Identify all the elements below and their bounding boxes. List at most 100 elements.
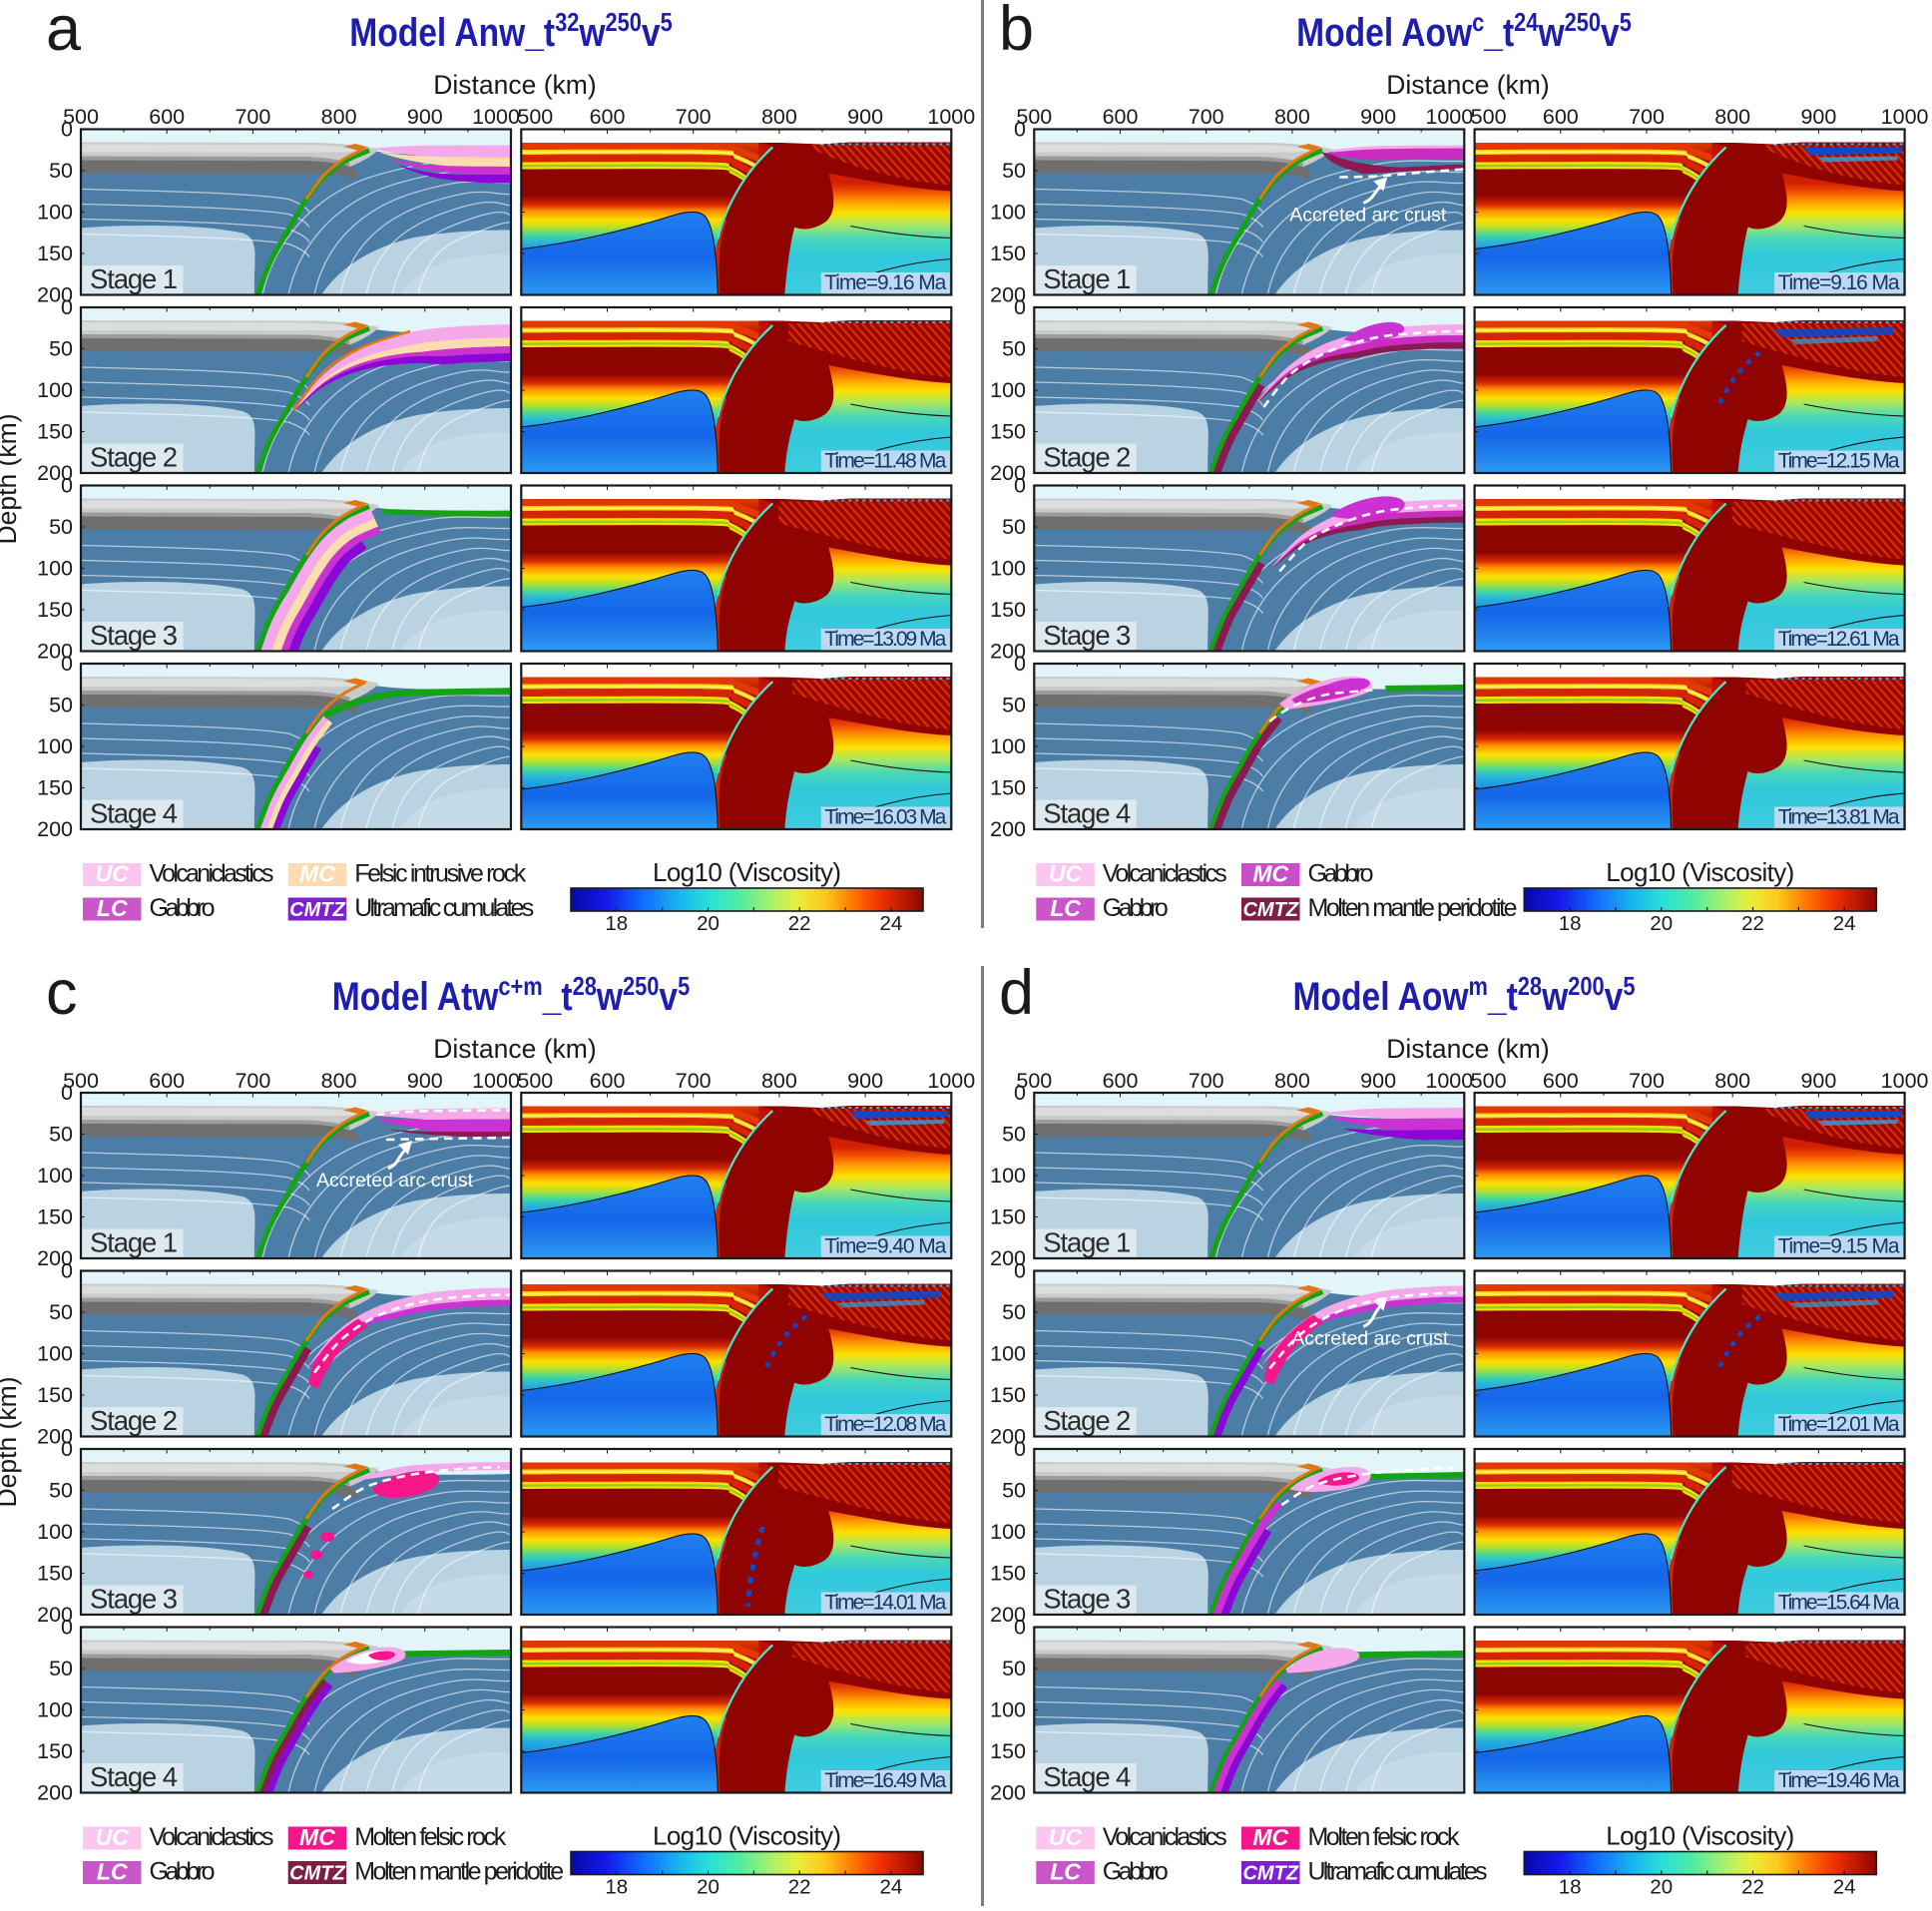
svg-text:200: 200 [37,1781,73,1805]
svg-text:150: 150 [990,776,1026,800]
svg-text:100: 100 [37,557,73,581]
svg-text:100: 100 [990,1698,1026,1722]
svg-text:Gabbro: Gabbro [1103,894,1169,922]
svg-text:600: 600 [1543,1069,1579,1093]
svg-text:Gabbro: Gabbro [150,894,216,922]
svg-text:600: 600 [149,1069,185,1093]
svg-text:20: 20 [697,912,720,935]
svg-text:600: 600 [590,1069,626,1093]
svg-text:100: 100 [37,1698,73,1722]
svg-text:200: 200 [990,1246,1026,1270]
svg-text:50: 50 [1002,337,1026,361]
svg-text:50: 50 [49,1123,73,1147]
svg-text:150: 150 [37,420,73,444]
svg-text:150: 150 [37,598,73,622]
svg-text:UC: UC [1049,861,1083,887]
svg-text:50: 50 [1002,1657,1026,1680]
svg-text:Stage 1: Stage 1 [90,263,178,294]
svg-text:Time=14.01 Ma: Time=14.01 Ma [824,1592,946,1615]
svg-text:600: 600 [590,105,626,129]
svg-text:0: 0 [1014,1081,1026,1105]
svg-text:MC: MC [1252,1824,1288,1850]
svg-text:200: 200 [990,640,1026,664]
svg-text:800: 800 [1274,105,1310,129]
svg-text:Stage 3: Stage 3 [90,1584,178,1615]
svg-text:22: 22 [788,1876,811,1899]
svg-text:700: 700 [1629,105,1665,129]
svg-text:Felsic intrusive rock: Felsic intrusive rock [354,860,527,888]
svg-text:Stage 4: Stage 4 [1043,798,1131,829]
svg-text:800: 800 [321,105,357,129]
svg-text:Time=9.16 Ma: Time=9.16 Ma [1778,271,1900,294]
svg-text:200: 200 [990,1603,1026,1627]
svg-text:Stage 4: Stage 4 [90,798,178,829]
svg-text:Depth (km): Depth (km) [0,413,22,544]
svg-text:Model Anw_t32​w250​v5​: Model Anw_t32​w250​v5​ [349,8,673,54]
svg-text:d: d [999,958,1034,1028]
svg-text:200: 200 [37,283,73,307]
svg-text:600: 600 [149,105,185,129]
svg-text:MC: MC [299,1824,335,1850]
svg-text:Depth (km): Depth (km) [0,1376,22,1507]
svg-text:Molten felsic rock: Molten felsic rock [1308,1823,1461,1851]
svg-text:Distance (km): Distance (km) [1386,70,1549,100]
svg-text:0: 0 [61,1616,73,1640]
svg-text:150: 150 [990,1739,1026,1763]
svg-text:700: 700 [676,1069,712,1093]
svg-text:0: 0 [61,1437,73,1461]
svg-text:Log10 (Viscosity): Log10 (Viscosity) [653,1821,841,1851]
svg-text:50: 50 [1002,1479,1026,1503]
svg-text:150: 150 [37,1383,73,1407]
svg-text:0: 0 [1014,118,1026,142]
svg-text:0: 0 [61,118,73,142]
svg-text:100: 100 [990,1164,1026,1188]
svg-text:Stage 4: Stage 4 [1043,1761,1131,1792]
svg-text:18: 18 [605,1876,628,1899]
svg-text:b: b [999,0,1034,64]
svg-text:0: 0 [1014,652,1026,676]
svg-text:22: 22 [1741,912,1764,935]
svg-text:100: 100 [37,201,73,225]
svg-text:Log10 (Viscosity): Log10 (Viscosity) [653,857,841,887]
svg-text:0: 0 [1014,1259,1026,1283]
svg-text:Ultramafic cumulates: Ultramafic cumulates [354,894,534,922]
svg-text:Volcaniclastics: Volcaniclastics [1103,860,1227,888]
svg-text:0: 0 [61,652,73,676]
svg-text:150: 150 [990,598,1026,622]
svg-text:Ultramafic cumulates: Ultramafic cumulates [1308,1858,1488,1886]
svg-text:Time=9.40 Ma: Time=9.40 Ma [824,1235,946,1258]
svg-text:LC: LC [97,1859,128,1885]
svg-text:100: 100 [37,1164,73,1188]
svg-text:24: 24 [1833,1876,1856,1899]
svg-text:Volcaniclastics: Volcaniclastics [1103,1823,1227,1851]
svg-text:200: 200 [990,461,1026,485]
svg-text:Time=12.01 Ma: Time=12.01 Ma [1778,1413,1900,1436]
svg-text:100: 100 [37,734,73,758]
svg-text:700: 700 [1189,1069,1224,1093]
svg-text:200: 200 [37,640,73,664]
svg-text:1000: 1000 [1425,105,1473,129]
svg-text:500: 500 [63,1069,99,1093]
svg-text:500: 500 [1471,1069,1507,1093]
svg-text:0: 0 [1014,474,1026,498]
svg-text:24: 24 [879,1876,902,1899]
svg-text:800: 800 [1714,1069,1750,1093]
svg-text:Time=9.16 Ma: Time=9.16 Ma [824,271,946,294]
svg-text:200: 200 [37,1246,73,1270]
svg-text:800: 800 [761,1069,797,1093]
svg-text:0: 0 [61,1259,73,1283]
svg-text:Stage 2: Stage 2 [1043,442,1131,473]
svg-text:150: 150 [990,241,1026,265]
svg-text:800: 800 [761,105,797,129]
svg-text:50: 50 [49,159,73,183]
svg-text:50: 50 [49,694,73,717]
svg-text:Accreted arc crust: Accreted arc crust [1289,205,1447,227]
svg-text:100: 100 [990,1520,1026,1544]
svg-text:Accreted arc crust: Accreted arc crust [316,1170,474,1192]
svg-text:20: 20 [1650,912,1673,935]
svg-text:150: 150 [37,241,73,265]
svg-text:600: 600 [1103,105,1139,129]
svg-text:LC: LC [97,895,128,921]
svg-text:Log10 (Viscosity): Log10 (Viscosity) [1606,1821,1794,1851]
svg-text:LC: LC [1050,1859,1081,1885]
